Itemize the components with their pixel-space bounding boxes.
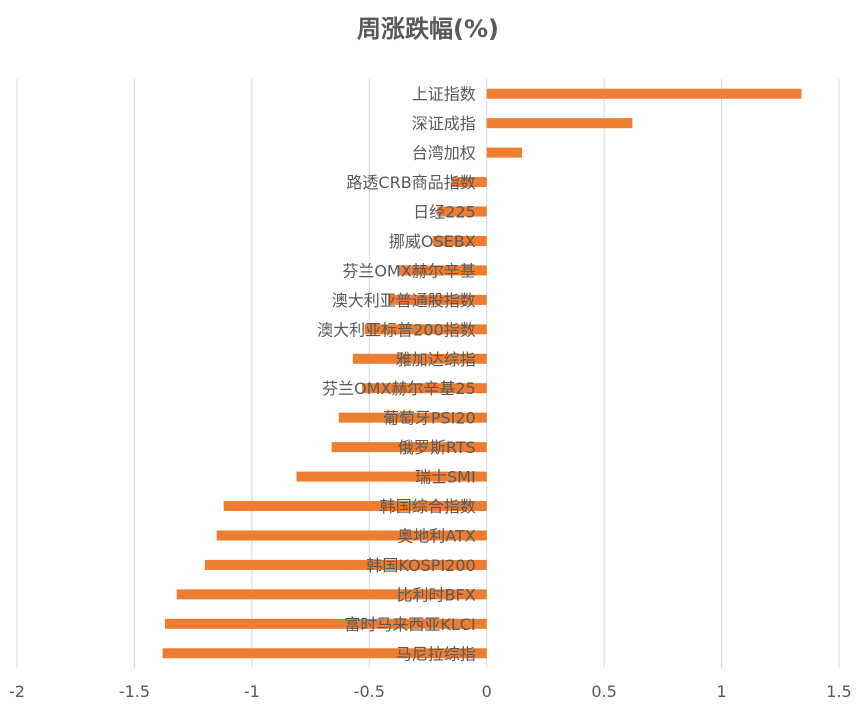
bar bbox=[486, 88, 802, 99]
category-label: 芬兰OMX赫尔辛基25 bbox=[322, 379, 476, 398]
category-label: 韩国综合指数 bbox=[380, 497, 476, 516]
category-label: 雅加达综指 bbox=[396, 350, 476, 369]
bar bbox=[176, 589, 487, 600]
bar bbox=[331, 442, 487, 453]
x-tick-label: -1 bbox=[244, 682, 260, 701]
category-label: 日经225 bbox=[413, 203, 476, 222]
category-label: 葡萄牙PSI20 bbox=[383, 409, 476, 428]
gridlines bbox=[16, 79, 840, 668]
x-tick-label: 0.5 bbox=[591, 682, 616, 701]
category-label: 路透CRB商品指数 bbox=[346, 173, 475, 192]
bar bbox=[437, 206, 487, 217]
category-label: 澳大利亚普通股指数 bbox=[332, 291, 476, 310]
bar bbox=[216, 530, 487, 541]
x-tick-label: 1.5 bbox=[826, 682, 851, 701]
category-label: 瑞士SMI bbox=[415, 468, 476, 487]
bar bbox=[204, 559, 487, 570]
x-tick-label: 1 bbox=[716, 682, 726, 701]
bar bbox=[486, 118, 633, 129]
category-label: 比利时BFX bbox=[397, 585, 476, 604]
category-label: 上证指数 bbox=[412, 85, 476, 104]
bar bbox=[388, 294, 487, 305]
bars bbox=[162, 88, 802, 659]
bar bbox=[451, 177, 487, 188]
x-tick-label: 0 bbox=[482, 682, 492, 701]
category-label: 澳大利亚标普200指数 bbox=[317, 320, 476, 339]
bar bbox=[397, 265, 487, 276]
category-label: 马尼拉综指 bbox=[396, 644, 476, 663]
chart-title: 周涨跌幅(%) bbox=[357, 15, 499, 43]
category-label: 台湾加权 bbox=[412, 144, 476, 163]
bar bbox=[364, 324, 487, 335]
bar bbox=[486, 147, 522, 158]
category-label: 富时马来西亚KLCI bbox=[344, 615, 475, 634]
x-tick-label: -1.5 bbox=[119, 682, 150, 701]
bar bbox=[223, 501, 487, 512]
category-label: 挪威OSEBX bbox=[389, 232, 476, 251]
x-tick-label: -0.5 bbox=[354, 682, 385, 701]
x-tick-label: -2 bbox=[9, 682, 25, 701]
bar bbox=[296, 471, 487, 482]
bar bbox=[164, 618, 487, 629]
bar bbox=[362, 383, 487, 394]
category-label: 深证成指 bbox=[412, 114, 476, 133]
category-label: 芬兰OMX赫尔辛基 bbox=[342, 261, 475, 280]
category-label: 韩国KOSPI200 bbox=[366, 556, 475, 575]
bar bbox=[432, 235, 487, 246]
x-axis-tick-labels: -2 -1.5 -1 -0.5 0 0.5 1 1.5 bbox=[9, 682, 852, 701]
category-label: 奥地利ATX bbox=[397, 526, 475, 545]
bar bbox=[338, 412, 487, 423]
bar bbox=[352, 353, 487, 364]
category-label: 俄罗斯RTS bbox=[398, 438, 476, 457]
bar bbox=[162, 648, 487, 659]
